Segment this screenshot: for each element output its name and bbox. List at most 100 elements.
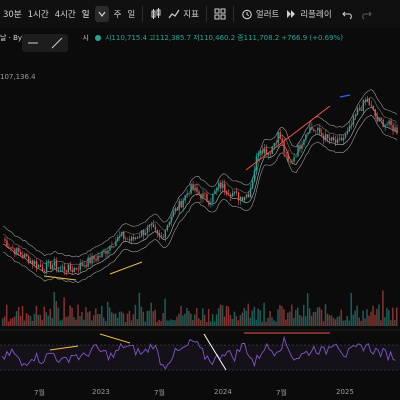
candle-body	[370, 104, 372, 106]
volume-bar	[378, 304, 380, 326]
symbol-label[interactable]: 날 · Byb	[0, 34, 27, 42]
redo-button[interactable]	[357, 4, 375, 24]
volume-bar	[259, 310, 261, 326]
indicators-button[interactable]: 지표	[165, 4, 202, 24]
volume-bar	[328, 315, 331, 326]
volume-bar	[65, 317, 67, 326]
change-value: +766.9 (+0.69%)	[281, 34, 343, 42]
candle-body	[188, 193, 190, 195]
candle-body	[182, 200, 184, 208]
moving-average-lines	[2, 89, 398, 283]
candle-body	[358, 108, 361, 110]
interval-1h-button[interactable]: 1시간	[27, 10, 49, 20]
candle-body	[273, 143, 275, 147]
interval-4h-button[interactable]: 4시간	[54, 10, 76, 20]
time-axis-label: 2023	[92, 388, 110, 396]
rsi-divergence-line	[99, 333, 131, 344]
candle-type-button[interactable]	[147, 4, 165, 24]
volume-bar	[164, 298, 166, 326]
volume-bar	[310, 315, 313, 326]
volume-bar	[3, 316, 6, 326]
volume-bar	[273, 320, 275, 326]
candle-body	[6, 240, 8, 247]
volume-bar	[172, 319, 174, 326]
candle-body	[69, 264, 72, 270]
candle-body	[91, 256, 93, 264]
chevron-down-icon	[98, 11, 106, 17]
interval-dropdown-button[interactable]	[94, 6, 109, 22]
undo-button[interactable]	[339, 4, 357, 24]
volume-bar	[132, 314, 135, 326]
candle-body	[208, 201, 210, 205]
candle-body	[384, 124, 386, 128]
volume-bar	[253, 306, 255, 326]
candle-body	[303, 139, 305, 145]
volume-bar	[37, 314, 40, 326]
drawing-tools-popup[interactable]	[22, 34, 68, 52]
volume-bar	[11, 317, 14, 326]
candle-body	[59, 266, 62, 268]
volume-bar	[300, 316, 303, 326]
close-value: 종111,708.2	[237, 34, 280, 42]
candle-body	[4, 239, 6, 241]
candle-body	[87, 257, 89, 267]
candle-body	[150, 224, 153, 226]
volume-bar	[245, 310, 248, 326]
volume-bar	[63, 297, 65, 326]
interval-30m-button[interactable]: 30분	[3, 10, 22, 20]
candle-body	[45, 262, 48, 272]
volume-bar	[316, 307, 319, 326]
time-axis-label: 7월	[34, 389, 45, 397]
candle-body	[20, 251, 22, 255]
moving-average-line	[2, 97, 398, 266]
candle-body	[132, 237, 135, 240]
trendline	[245, 105, 331, 171]
candle-body	[235, 191, 238, 193]
candle-body	[285, 152, 287, 154]
volume-bar	[265, 321, 267, 326]
volume-bar	[263, 302, 265, 326]
volume-bar	[255, 319, 257, 326]
volume-bar	[207, 308, 210, 326]
candle-body	[241, 197, 244, 201]
volume-bar	[45, 312, 48, 326]
candle-body	[190, 183, 192, 194]
low-value: 저110,460.2	[193, 34, 236, 42]
candle-body	[251, 180, 254, 189]
candle-body	[226, 191, 228, 194]
volume-bar	[279, 304, 281, 326]
volume-bar	[370, 311, 372, 326]
volume-bar	[237, 320, 240, 326]
interval-day-button[interactable]: 일	[81, 10, 90, 20]
volume-bar	[69, 305, 71, 326]
layout-button[interactable]	[211, 4, 229, 24]
candle-body	[99, 255, 101, 257]
candle-body	[117, 236, 119, 242]
candle-body	[374, 109, 376, 117]
volume-bar	[101, 306, 103, 326]
volume-bar	[23, 320, 26, 326]
grid-layout-icon	[214, 8, 226, 20]
candle-body	[356, 108, 359, 115]
volume-bar	[75, 319, 77, 326]
interval-week-button[interactable]: 주	[113, 10, 122, 20]
candle-body	[228, 193, 230, 195]
volume-bar	[223, 316, 226, 326]
alert-button[interactable]: 얼러트	[238, 4, 282, 24]
interval-menu-button[interactable]: 일	[127, 10, 136, 20]
volume-bar	[257, 308, 259, 326]
candle-body	[309, 126, 311, 133]
volume-bar	[203, 314, 206, 326]
candle-body	[31, 260, 34, 265]
candle-body	[283, 142, 285, 153]
candle-body	[198, 191, 200, 195]
alert-label: 얼러트	[255, 10, 280, 20]
volume-bar	[314, 311, 317, 326]
volume-bar	[194, 314, 196, 326]
volume-bar	[130, 320, 133, 326]
replay-button[interactable]: 리플레이	[282, 4, 334, 24]
candle-body	[26, 253, 28, 257]
candle-body	[372, 105, 374, 110]
volume-bar	[95, 308, 97, 326]
